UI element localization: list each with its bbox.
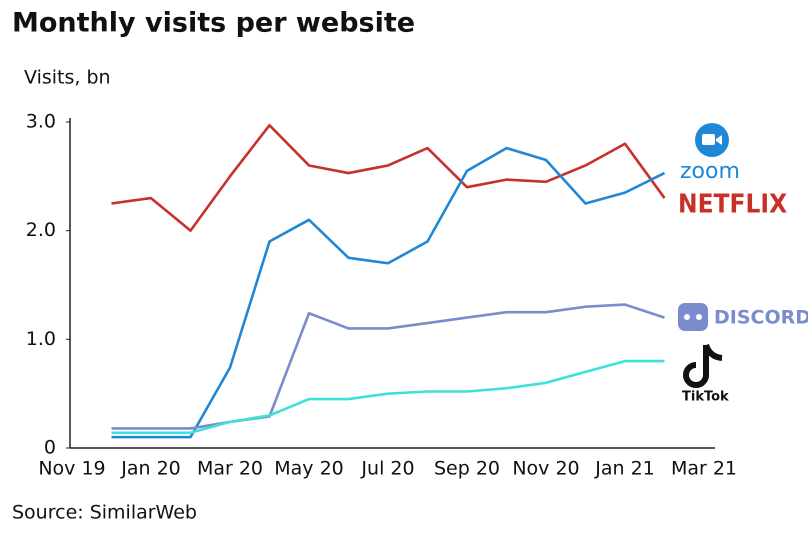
source: Source: SimilarWeb [12,502,197,524]
x-tick-label: Mar 20 [197,458,263,480]
y-tick-label: 0 [44,437,56,459]
tiktok-logo [683,343,723,388]
x-tick-label: Jan 20 [120,458,181,480]
y-tick-label: 2.0 [26,219,56,241]
y-tick-label: 3.0 [26,111,56,133]
series-line [111,303,665,430]
discord-eye [696,314,702,320]
zoom-logo-lens [716,135,722,145]
y-axis-label: Visits, bn [24,67,111,89]
legend-label: zoom [680,159,740,184]
discord-logo [678,303,708,331]
x-tick-label: Mar 21 [671,458,737,480]
zoom-logo-camera [702,134,715,145]
discord-eye [684,314,690,320]
x-tick-label: Nov 20 [512,458,579,480]
legend-label: TikTok [682,390,729,405]
series-line [111,123,666,232]
series-line [111,146,666,439]
legend-label: DISCORD [714,307,808,329]
series-line [111,359,665,435]
x-tick-label: Jul 20 [360,458,414,480]
x-tick-label: Sep 20 [434,458,500,480]
legend-label: NETFLIX [678,190,787,220]
chart-title: Monthly visits per website [12,8,415,39]
x-tick-label: Jan 21 [594,458,655,480]
x-tick-label: Nov 19 [38,458,105,480]
x-tick-label: May 20 [274,458,344,480]
y-tick-label: 1.0 [26,328,56,350]
